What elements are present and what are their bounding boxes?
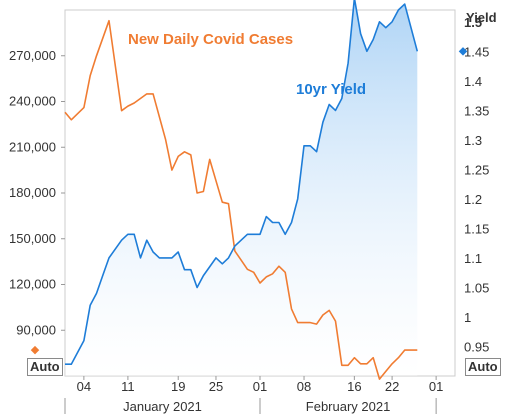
y-left-tick-label: 150,000	[9, 231, 56, 246]
y-right-tick-label: 1.3	[464, 133, 482, 148]
y-left-tick-label: 90,000	[16, 322, 56, 337]
cases-last-value-marker	[30, 345, 40, 355]
yield-area-fill	[65, 0, 418, 376]
month-label: January 2021	[123, 399, 202, 414]
month-label: February 2021	[306, 399, 391, 414]
yield-area	[65, 0, 418, 376]
y-right-tick-label: 1.4	[464, 74, 482, 89]
x-tick-label: 19	[171, 379, 185, 394]
y-left-tick-label: 180,000	[9, 185, 56, 200]
x-tick-label: 16	[347, 379, 361, 394]
y-left-ticks: 90,000 120,000 150,000 180,000 210,000 240,00…	[9, 48, 65, 337]
x-tick-label: 11	[121, 379, 135, 394]
x-tick-label: 08	[297, 379, 311, 394]
auto-right-button[interactable]: Auto	[465, 358, 501, 376]
x-tick-label: 01	[429, 379, 443, 394]
y-right-tick-label: 1.25	[464, 162, 489, 177]
yield-last-value-marker	[458, 47, 468, 56]
x-tick-label: 25	[209, 379, 223, 394]
y-left-tick-label: 120,000	[9, 277, 56, 292]
y-right-ticks: 0.95 1 1.05 1.1 1.15 1.2 1.25 1.3 1.35 1.4 1.45 1.5	[464, 15, 489, 355]
x-axis: 04 11 19 25 01 08 16 22 01 January 2021 February 2…	[64, 376, 443, 414]
x-tick-label: 22	[385, 379, 399, 394]
y-right-tick-label: 1.15	[464, 221, 489, 236]
yield-line	[65, 0, 419, 365]
y-right-tick-label: 1.05	[464, 280, 489, 295]
cases-line	[64, 19, 418, 380]
yield-label: 10yr Yield	[296, 81, 366, 98]
y-right-tick-label: 0.95	[464, 339, 489, 354]
cases-label: New Daily Covid Cases	[128, 31, 293, 48]
y-right-tick-label: 1.2	[464, 192, 482, 207]
x-tick-label: 04	[77, 379, 91, 394]
y-right-tick-label: 1.5	[464, 15, 482, 30]
series-lines	[30, 0, 468, 380]
y-right-tick-label: 1	[464, 310, 471, 325]
y-left-tick-label: 210,000	[9, 139, 56, 154]
y-right-title: Yield	[466, 10, 497, 25]
y-right-tick-label: 1.35	[464, 103, 489, 118]
y-right-tick-label: 1.1	[464, 251, 482, 266]
x-tick-label: 01	[253, 379, 267, 394]
y-left-tick-label: 270,000	[9, 48, 56, 63]
y-right-tick-label: 1.45	[464, 44, 489, 59]
y-left-tick-label: 240,000	[9, 94, 56, 109]
auto-left-button[interactable]: Auto	[27, 358, 63, 376]
